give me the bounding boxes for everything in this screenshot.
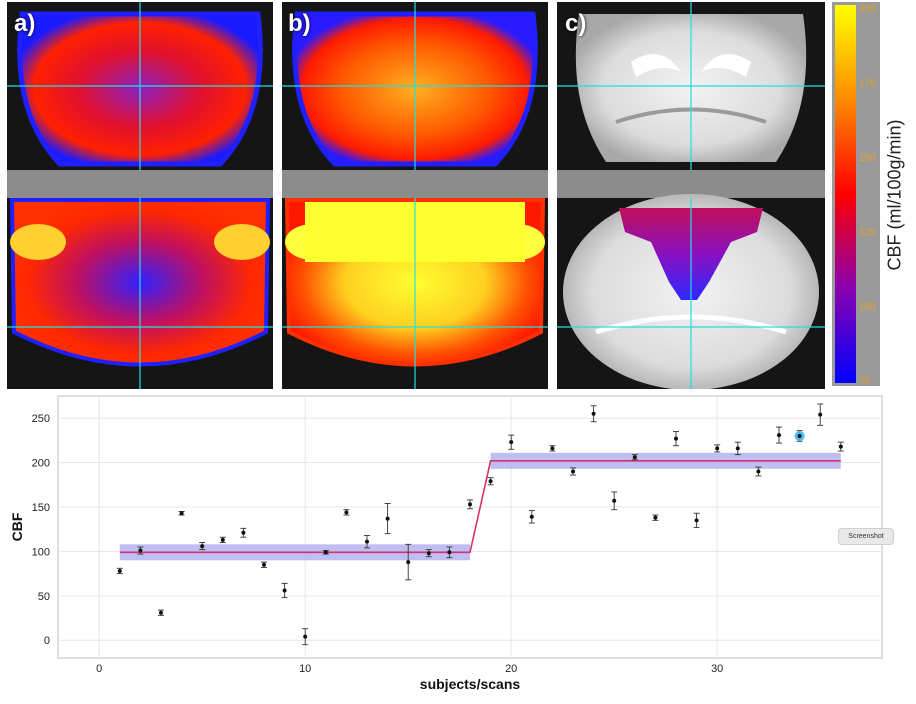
data-point xyxy=(262,562,266,567)
colorbar-gradient xyxy=(835,5,856,383)
x-axis-label: subjects/scans xyxy=(420,676,521,692)
brain-image-panel-c: c) xyxy=(557,2,825,389)
colorbar: 75 100 125 150 175 200 xyxy=(832,2,880,386)
cbf-plot: 0 50 100 150 200 250 0 10 20 30 subjects/scans CBF xyxy=(0,390,916,699)
panel-b-label: b) xyxy=(288,10,311,37)
data-point xyxy=(509,440,514,445)
panel-a-label: a) xyxy=(14,10,36,37)
data-point xyxy=(674,436,678,441)
data-point xyxy=(838,444,843,449)
y-tick-label: 100 xyxy=(32,546,50,558)
colorbar-tick-label: 175 xyxy=(859,78,876,89)
brain-image-panel-a: a) xyxy=(7,2,273,389)
colorbar-label: CBF (ml/100g/min) xyxy=(884,119,905,271)
data-point xyxy=(612,498,617,503)
data-point xyxy=(220,537,225,542)
hotspot-right xyxy=(214,224,270,260)
data-point xyxy=(282,588,287,593)
y-tick-label: 0 xyxy=(44,635,50,647)
data-point xyxy=(426,551,431,556)
data-point xyxy=(303,634,308,639)
data-point xyxy=(159,610,163,615)
data-point xyxy=(468,502,472,507)
data-point xyxy=(777,433,781,438)
data-point xyxy=(735,446,740,451)
x-tick-label: 10 xyxy=(299,663,311,675)
y-tick-label: 150 xyxy=(32,502,50,514)
data-point xyxy=(323,550,328,555)
colorbar-tick-label: 200 xyxy=(859,4,876,15)
data-point xyxy=(117,568,122,573)
data-point xyxy=(571,469,575,474)
data-point xyxy=(818,412,823,417)
ventricle-right xyxy=(701,54,751,77)
screenshot-button[interactable]: Screenshot xyxy=(838,528,894,545)
x-tick-label: 20 xyxy=(505,663,517,675)
colorbar-tick-label: 125 xyxy=(859,227,876,238)
panel-b-image xyxy=(282,2,548,389)
x-tick-label: 30 xyxy=(711,663,723,675)
data-point xyxy=(385,516,390,521)
data-point xyxy=(756,469,761,474)
data-point xyxy=(241,530,246,535)
colorbar-tick-label: 75 xyxy=(859,376,871,386)
data-point xyxy=(529,514,534,519)
y-tick-label: 50 xyxy=(38,591,50,603)
data-point xyxy=(179,511,184,516)
data-point xyxy=(488,479,493,484)
data-point xyxy=(653,515,658,520)
y-axis-label: CBF xyxy=(9,512,25,541)
data-point xyxy=(447,550,452,555)
hotspot-left xyxy=(10,224,66,260)
panel-a-image xyxy=(7,2,273,389)
data-point xyxy=(406,560,411,565)
colorbar-tick-label: 100 xyxy=(859,302,876,313)
y-tick-label: 200 xyxy=(32,458,50,470)
plot-area xyxy=(57,395,883,659)
data-point xyxy=(797,433,802,438)
y-tick-label: 250 xyxy=(32,413,50,425)
brain-image-panel-b: b) xyxy=(282,2,548,389)
data-point xyxy=(694,518,699,523)
separator-band xyxy=(7,170,273,198)
data-point xyxy=(365,539,369,544)
separator-band xyxy=(557,170,825,198)
data-point xyxy=(200,544,205,549)
data-point xyxy=(715,446,720,451)
colorbar-tick-label: 150 xyxy=(859,153,876,164)
panel-c-image xyxy=(557,2,825,389)
fit-line xyxy=(119,460,841,554)
data-point xyxy=(591,411,596,416)
cbf-plot-svg: 0 50 100 150 200 250 0 10 20 30 subjects/scans CBF xyxy=(9,395,883,692)
separator-band xyxy=(282,170,548,198)
x-tick-label: 0 xyxy=(96,663,102,675)
data-point xyxy=(138,548,143,553)
ventricle-left xyxy=(631,54,681,77)
data-point xyxy=(550,446,555,451)
panel-c-label: c) xyxy=(565,10,587,37)
data-point xyxy=(344,510,349,515)
data-point xyxy=(632,455,637,460)
